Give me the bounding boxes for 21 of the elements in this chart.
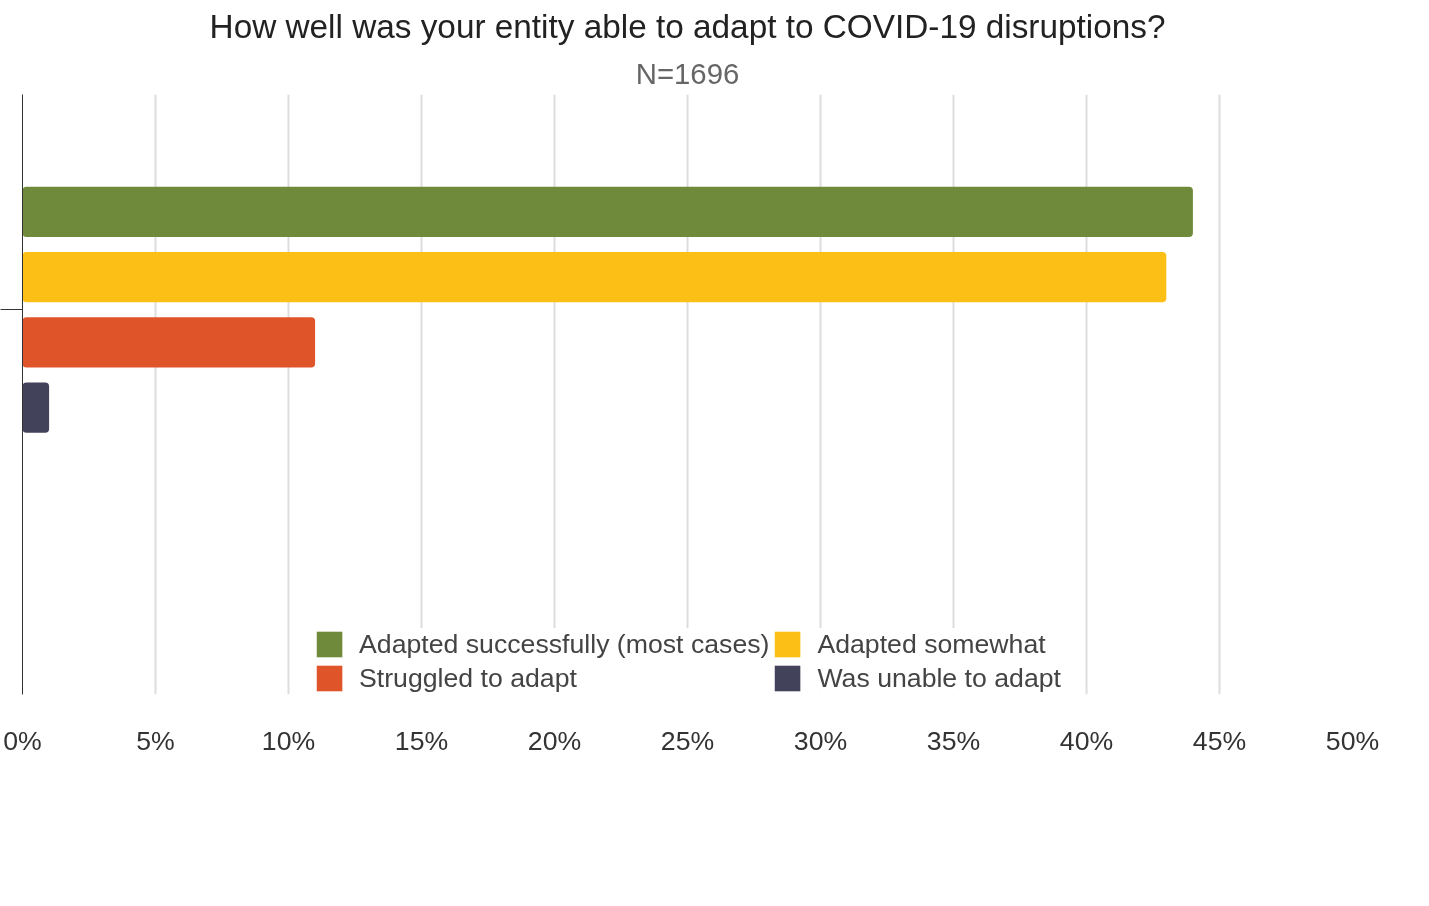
legend-label: Struggled to adapt	[359, 662, 577, 694]
bar	[22, 252, 1167, 303]
x-tick-label: 15%	[394, 725, 449, 756]
x-tick-label: 45%	[1192, 725, 1247, 756]
x-tick-label: 50%	[1325, 725, 1380, 756]
bar	[22, 382, 50, 433]
x-tick-label: 30%	[793, 725, 848, 756]
legend-label: Adapted somewhat	[817, 628, 1046, 660]
legend-label: Was unable to adapt	[817, 662, 1061, 694]
x-tick-label: 35%	[926, 725, 981, 756]
legend-label: Adapted successfully (most cases)	[359, 628, 770, 660]
chart-title: How well was your entity able to adapt to COVID-19 disruptions?	[209, 7, 1166, 45]
chart-subtitle: N=1696	[635, 56, 740, 90]
bar	[22, 186, 1193, 237]
x-tick-label: 25%	[660, 725, 715, 756]
x-tick-label: 5%	[136, 725, 175, 756]
bar	[22, 317, 316, 368]
x-tick-label: 40%	[1059, 725, 1114, 756]
x-tick-label: 10%	[261, 725, 316, 756]
x-tick-label: 20%	[527, 725, 582, 756]
x-tick-label: 0%	[3, 725, 42, 756]
